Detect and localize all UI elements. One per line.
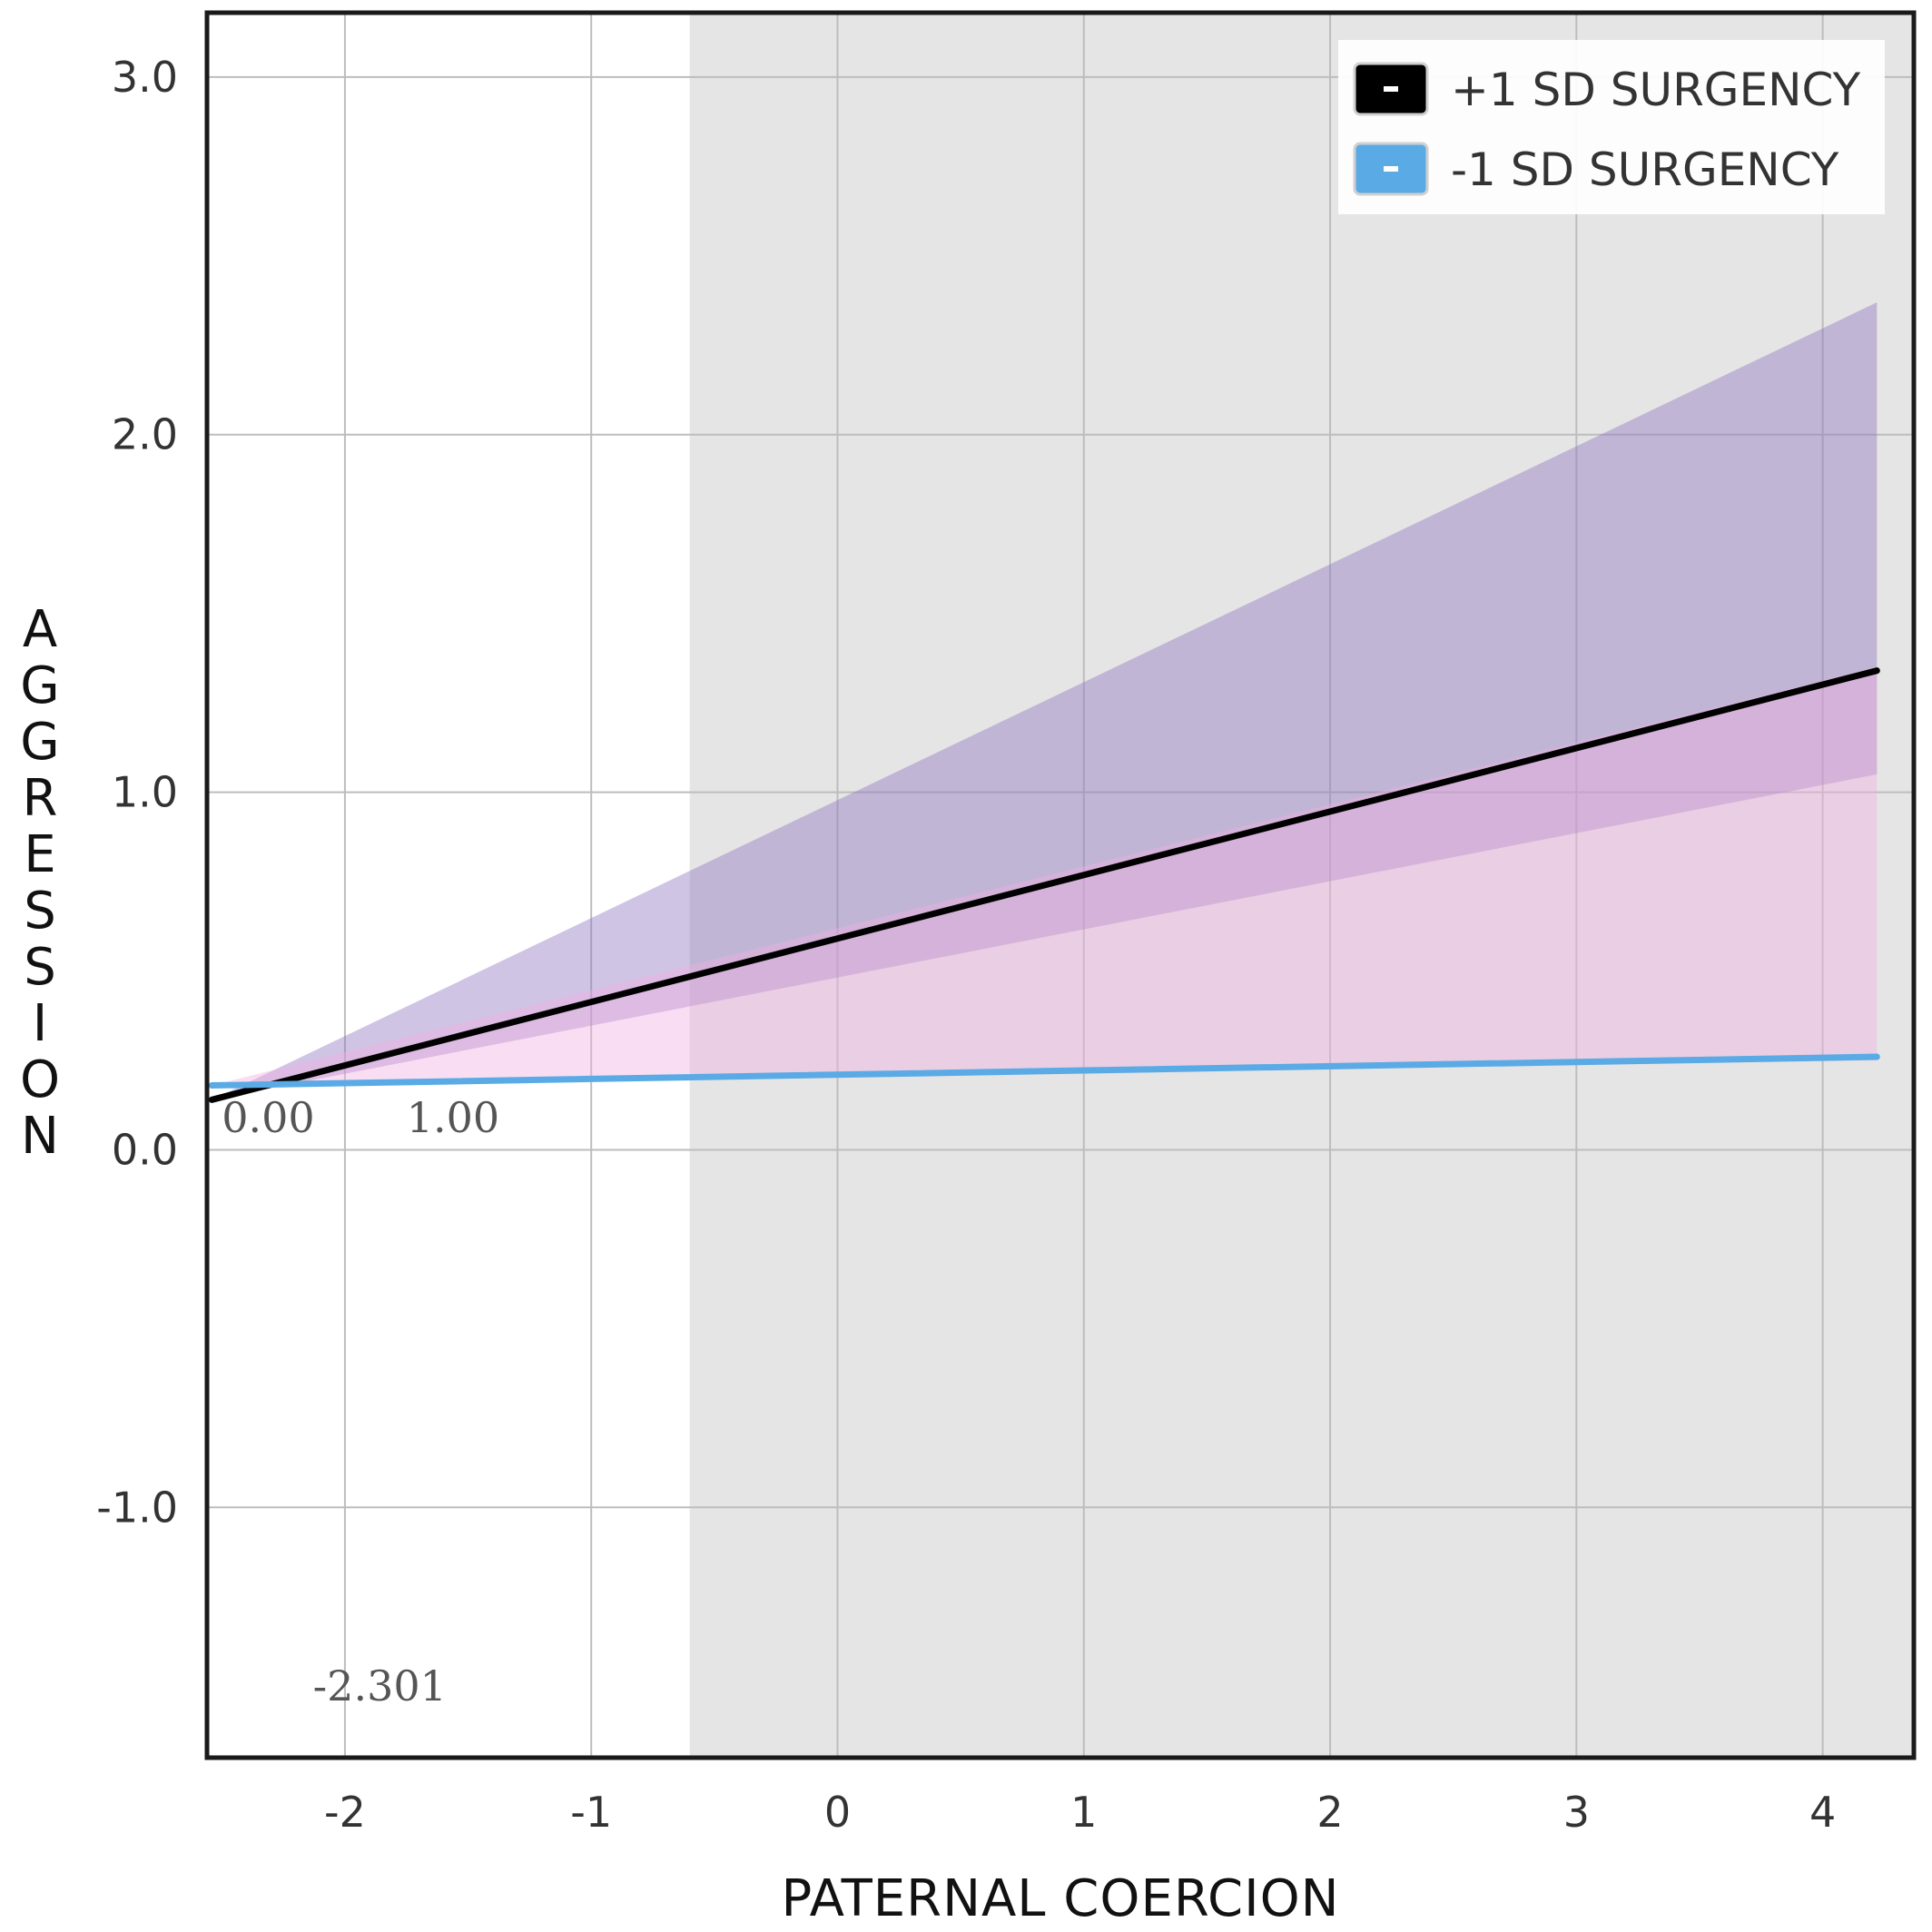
series-line-2 [208,1053,1880,1089]
legend-box [1338,40,1885,214]
legend-swatch-dash [1384,166,1398,172]
shaded-region [689,13,1914,1758]
legend-swatch-dash [1384,86,1398,92]
x-tick-label: 1 [1070,1788,1097,1837]
x-tick-label: 2 [1316,1788,1343,1837]
y-axis-title-letter: N [21,1107,59,1166]
y-axis-title-letter: O [20,1050,60,1109]
x-tick-label: 4 [1809,1788,1836,1837]
y-axis-title-letter: A [23,600,57,659]
annotation-label: -2.301 [313,1661,447,1710]
confidence-band-series-1 [212,302,1878,1100]
legend: +1 SD SURGENCY -1 SD SURGENCY [1338,40,1885,214]
y-axis-title-letter: S [24,882,56,941]
x-tick-label: -2 [324,1788,366,1837]
y-tick-label: -1.0 [96,1483,178,1532]
annotation-label: 0.00 [222,1093,314,1142]
y-tick-label: 3.0 [112,53,178,102]
y-axis-title-letter: S [24,938,56,997]
series-line-1 [208,667,1880,1103]
legend-label: -1 SD SURGENCY [1451,143,1839,196]
annotation-label: 1.00 [407,1093,499,1142]
y-axis-title-letter: I [33,994,48,1053]
legend-label: +1 SD SURGENCY [1451,64,1861,116]
y-tick-label: 0.0 [112,1125,178,1174]
plot-frame [204,10,1917,1760]
y-tick-label: 2.0 [112,410,178,459]
y-tick-label: 1.0 [112,768,178,817]
y-axis-title-letter: E [24,825,55,884]
x-tick-label: -1 [570,1788,612,1837]
y-axis-title-letter: R [23,769,58,828]
x-tick-label: 3 [1563,1788,1590,1837]
y-axis-title-letter: G [20,713,59,772]
y-axis-title-letter: G [20,656,59,715]
confidence-band-series-2 [212,666,1878,1086]
x-tick-label: 0 [824,1788,851,1837]
x-axis-title: PATERNAL COERCION [781,1869,1339,1928]
